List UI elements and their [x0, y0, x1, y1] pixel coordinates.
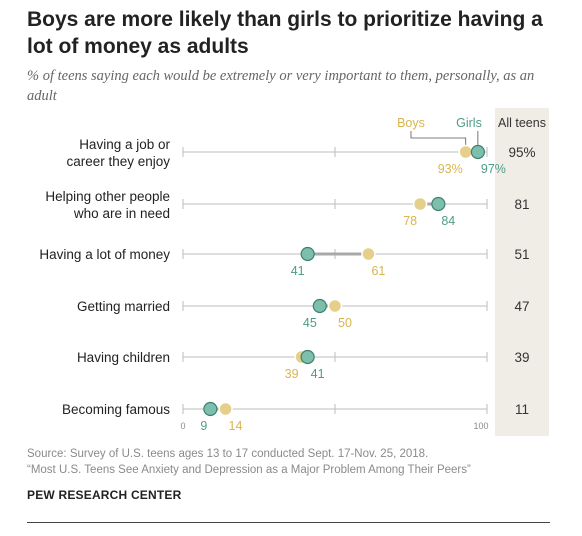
- boys-dot: [218, 401, 233, 417]
- dot-plot-chart: All teens Boys Girls Having a job or career …: [39, 108, 549, 436]
- girls-dot: [203, 401, 218, 417]
- girls-dot: [431, 196, 446, 212]
- all-teens-column-bg: [495, 108, 549, 436]
- girls-value-label: 41: [291, 264, 305, 278]
- all-teens-value: 95%: [508, 145, 535, 160]
- girls-value-label: 41: [311, 367, 325, 381]
- credit-label: PEW RESEARCH CENTER: [27, 488, 182, 502]
- legend-boys-label: Boys: [397, 116, 425, 130]
- girls-value-label: 45: [303, 316, 317, 330]
- row-label: Getting married: [77, 299, 170, 314]
- all-teens-value: 47: [514, 299, 529, 314]
- boys-dot: [412, 196, 428, 212]
- girls-dot: [312, 298, 327, 314]
- all-teens-value: 11: [515, 402, 529, 417]
- legend-girls-label: Girls: [456, 116, 482, 130]
- row-label: Becoming famous: [62, 402, 170, 417]
- x-tick-label: 100: [473, 421, 488, 431]
- chart-subtitle: % of teens saying each would be extremel…: [27, 68, 535, 104]
- row-label: Having children: [77, 350, 170, 365]
- boys-value-label: 93%: [438, 162, 463, 176]
- all-teens-value: 39: [514, 350, 529, 365]
- boys-value-label: 14: [229, 419, 243, 433]
- x-tick-label: 0: [180, 421, 185, 431]
- all-teens-value: 51: [514, 247, 529, 262]
- boys-value-label: 78: [403, 214, 417, 228]
- source-line: “Most U.S. Teens See Anxiety and Depress…: [27, 464, 471, 476]
- girls-dot: [300, 246, 315, 262]
- row-label: Helping other people: [45, 189, 170, 204]
- boys-value-label: 39: [285, 367, 299, 381]
- girls-value-label: 9: [200, 419, 207, 433]
- chart-title: Boys are more likely than girls to prior…: [27, 8, 543, 58]
- boys-value-label: 61: [371, 264, 385, 278]
- row-label: Having a lot of money: [39, 247, 170, 262]
- boys-value-label: 50: [338, 316, 352, 330]
- boys-dot: [458, 144, 473, 160]
- girls-dot: [300, 349, 315, 365]
- boys-dot: [327, 298, 343, 314]
- row-label: career they enjoy: [66, 154, 170, 169]
- girls-value-label: 84: [441, 214, 455, 228]
- legend-boys-leader-line: [410, 131, 467, 147]
- boys-dot: [361, 246, 376, 262]
- girls-dot: [470, 144, 485, 160]
- source-line: Source: Survey of U.S. teens ages 13 to …: [27, 448, 429, 460]
- row-label: who are in need: [73, 206, 170, 221]
- source-note: Source: Survey of U.S. teens ages 13 to …: [27, 446, 567, 478]
- bottom-divider: [27, 522, 550, 523]
- row-label: Having a job or: [79, 137, 170, 152]
- all-teens-value: 81: [514, 197, 529, 212]
- girls-value-label: 97%: [481, 162, 506, 176]
- all-teens-header: All teens: [498, 116, 546, 130]
